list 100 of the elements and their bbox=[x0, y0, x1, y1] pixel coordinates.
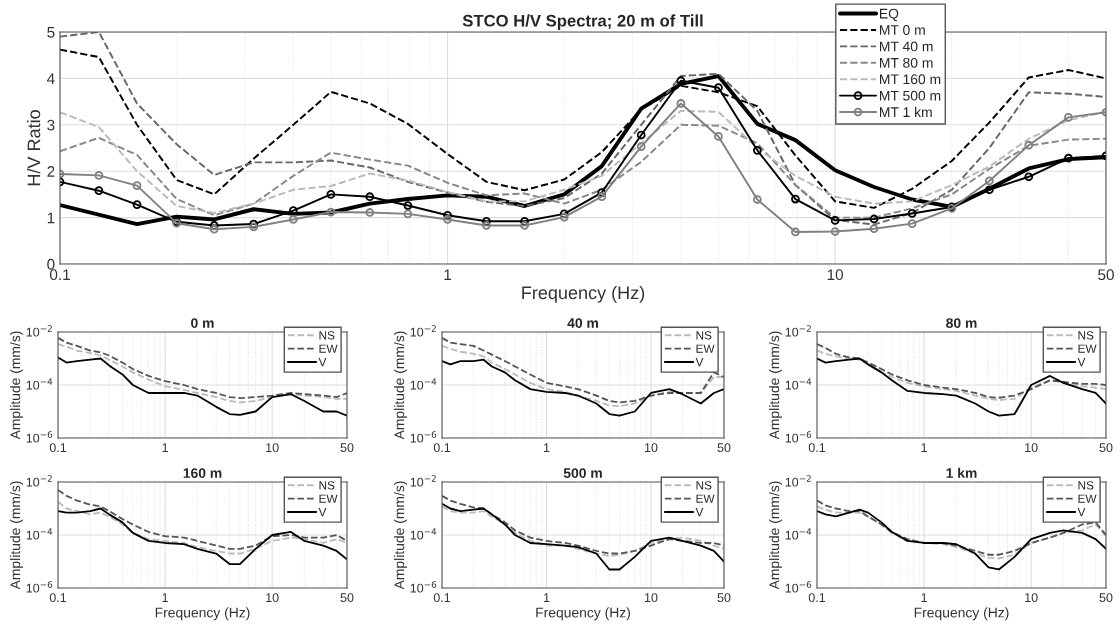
point bbox=[714, 83, 723, 93]
legend-label: V bbox=[695, 358, 704, 367]
y-tick-label: 10$^{−2}$ bbox=[26, 475, 52, 487]
y-axis-title: H/V Ratio bbox=[27, 110, 41, 186]
legend-label: MT 80 m bbox=[880, 57, 933, 68]
y-axis-title: Amplitude (mm/s) bbox=[10, 481, 23, 590]
point bbox=[520, 216, 529, 226]
point bbox=[132, 181, 142, 190]
y-tick-label: 10$^{−4}$ bbox=[410, 528, 437, 540]
legend-label: NS bbox=[1078, 331, 1094, 340]
y-tick-label: 2 bbox=[47, 166, 55, 177]
legend-label: MT 0 m bbox=[880, 25, 925, 35]
x-tick-label: 1 bbox=[921, 443, 927, 452]
y-tick-label: 10$^{−4}$ bbox=[410, 378, 437, 390]
y-tick-label: 10$^{−2}$ bbox=[785, 325, 811, 337]
point bbox=[714, 132, 723, 141]
point bbox=[1064, 112, 1073, 122]
point bbox=[209, 224, 219, 234]
point bbox=[520, 221, 529, 230]
x-tick-label: 10 bbox=[266, 593, 279, 603]
y-axis-title: Amplitude (mm/s) bbox=[394, 331, 407, 440]
y-tick-label: 10$^{−4}$ bbox=[785, 528, 812, 540]
point bbox=[209, 221, 219, 230]
y-tick-label: 3 bbox=[47, 119, 55, 131]
x-tick-label: 10 bbox=[827, 269, 844, 281]
x-tick-label: 50 bbox=[340, 593, 354, 603]
y-tick-label: 10$^{−6}$ bbox=[410, 581, 437, 593]
y-tick-label: 10$^{−4}$ bbox=[26, 528, 53, 540]
x-tick-label: 10 bbox=[644, 443, 658, 453]
x-axis-title: Frequency (Hz) bbox=[536, 607, 630, 621]
y-tick-label: 10$^{−2}$ bbox=[410, 325, 436, 337]
legend-label: V bbox=[695, 508, 704, 517]
point bbox=[365, 192, 375, 202]
x-tick-label: 1 bbox=[921, 593, 927, 602]
point bbox=[636, 142, 646, 151]
point bbox=[752, 195, 762, 204]
chart-title: STCO H/V Spectra; 20 m of Till bbox=[462, 14, 703, 30]
legend-label: V bbox=[1077, 508, 1086, 517]
legend-label: MT 500 m bbox=[880, 90, 941, 101]
point bbox=[443, 215, 452, 224]
legend-label: EW bbox=[319, 494, 338, 503]
x-tick-label: 0.1 bbox=[808, 593, 826, 603]
y-tick-label: 10$^{−6}$ bbox=[26, 431, 53, 443]
chart-title: 1 km bbox=[946, 467, 977, 478]
chart-title: 80 m bbox=[946, 318, 977, 328]
point bbox=[1064, 153, 1073, 163]
y-tick-label: 10$^{−6}$ bbox=[785, 431, 812, 443]
x-tick-label: 50 bbox=[340, 443, 354, 453]
x-tick-label: 1 bbox=[162, 443, 168, 452]
x-tick-label: 50 bbox=[1099, 593, 1113, 603]
point bbox=[326, 190, 336, 199]
point bbox=[830, 216, 840, 225]
y-tick-label: 10$^{−2}$ bbox=[410, 475, 436, 487]
y-tick-label: 10$^{−2}$ bbox=[26, 325, 52, 337]
point bbox=[676, 99, 686, 108]
legend-label: EW bbox=[696, 344, 715, 353]
x-tick-label: 50 bbox=[717, 443, 731, 453]
legend-label: NS bbox=[696, 481, 712, 490]
point bbox=[482, 221, 491, 230]
point bbox=[1024, 172, 1034, 182]
y-axis-title: Amplitude (mm/s) bbox=[769, 481, 782, 590]
point bbox=[482, 216, 491, 226]
y-tick-label: 4 bbox=[46, 73, 55, 84]
point bbox=[365, 208, 375, 217]
x-tick-label: 50 bbox=[1098, 269, 1114, 281]
y-tick-label: 10$^{−6}$ bbox=[785, 581, 812, 593]
chart-title: 40 m bbox=[567, 318, 598, 328]
y-tick-label: 10$^{−4}$ bbox=[785, 378, 812, 390]
y-axis-title: Amplitude (mm/s) bbox=[10, 331, 23, 440]
legend-label: MT 160 m bbox=[880, 74, 941, 85]
legend-label: EW bbox=[1078, 344, 1097, 353]
point bbox=[403, 209, 413, 219]
x-tick-label: 0.1 bbox=[49, 593, 67, 603]
legend-label: NS bbox=[696, 331, 712, 340]
point bbox=[907, 219, 917, 229]
x-axis-title: Frequency (Hz) bbox=[914, 607, 1009, 621]
x-tick-label: 50 bbox=[1099, 443, 1113, 453]
y-tick-label: 5 bbox=[47, 27, 55, 38]
y-tick-label: 1 bbox=[47, 212, 55, 224]
x-tick-label: 0.1 bbox=[433, 593, 451, 603]
legend-label: NS bbox=[319, 331, 335, 340]
legend-label: EQ bbox=[880, 8, 899, 21]
point bbox=[869, 224, 879, 234]
x-tick-label: 50 bbox=[717, 593, 731, 603]
y-tick-label: 10$^{−6}$ bbox=[26, 581, 53, 593]
x-axis-title: Frequency (Hz) bbox=[155, 607, 250, 621]
legend-label: EW bbox=[1078, 494, 1097, 503]
point bbox=[443, 210, 452, 220]
x-tick-label: 10 bbox=[644, 593, 658, 603]
x-tick-label: 1 bbox=[543, 593, 550, 602]
legend-label: MT 40 m bbox=[880, 41, 933, 52]
chart-title: 160 m bbox=[183, 468, 222, 478]
point bbox=[1024, 140, 1034, 150]
x-tick-label: 1 bbox=[162, 593, 168, 602]
point bbox=[907, 209, 917, 218]
x-tick-label: 10 bbox=[1025, 443, 1038, 453]
point bbox=[597, 188, 607, 197]
chart-title: 0 m bbox=[191, 318, 214, 328]
x-tick-label: 0.1 bbox=[49, 269, 70, 281]
y-axis-title: Amplitude (mm/s) bbox=[394, 481, 407, 590]
